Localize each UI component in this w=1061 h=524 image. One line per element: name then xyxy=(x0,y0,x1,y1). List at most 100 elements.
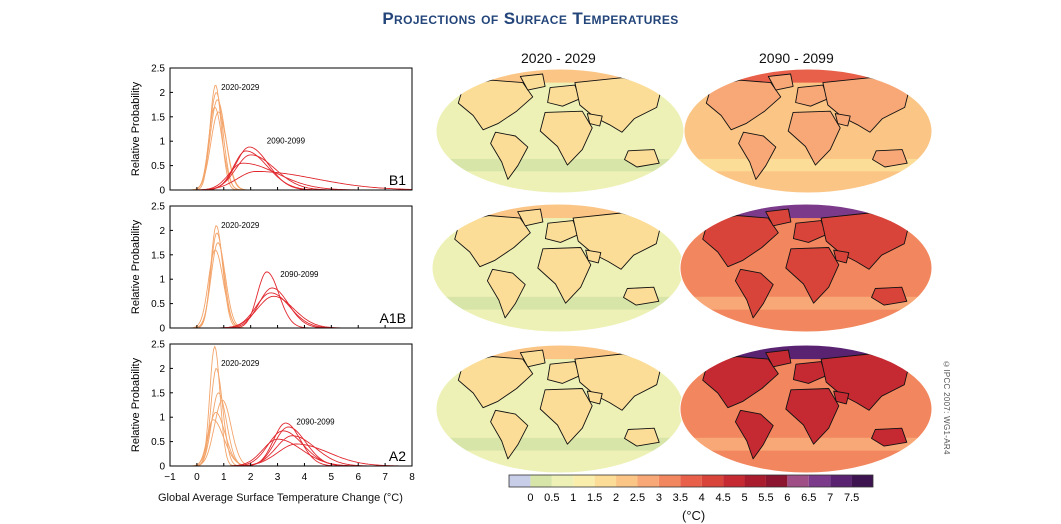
y-tick-label: 2 xyxy=(159,364,165,375)
map-a2-2090 xyxy=(679,344,933,474)
colorbar-swatch xyxy=(573,475,595,487)
x-tick-label: 8 xyxy=(409,472,415,483)
colorbar-swatch xyxy=(851,475,873,487)
y-tick-label: 2.5 xyxy=(151,202,165,213)
y-tick-label: 1 xyxy=(159,413,165,424)
map-b1-2020 xyxy=(435,68,685,194)
continent-outline xyxy=(517,208,544,227)
y-axis-label: Relative Probability xyxy=(130,81,142,176)
continent-outline xyxy=(623,286,660,306)
x-tick-label: 7 xyxy=(382,472,388,483)
continent-outline xyxy=(486,268,526,319)
plot-frame xyxy=(169,67,413,191)
colorbar-swatch xyxy=(530,475,552,487)
pdf-curve xyxy=(170,171,412,191)
y-tick-label: 2.5 xyxy=(151,340,165,351)
colorbar-swatch xyxy=(658,475,681,487)
map-a2-2020 xyxy=(435,344,685,474)
continent-outline xyxy=(871,286,908,306)
colorbar-tick-label: 1.5 xyxy=(587,492,602,504)
y-tick-label: 2 xyxy=(159,226,165,237)
continent-outline xyxy=(547,84,581,107)
continent-outline xyxy=(586,113,603,127)
southern-ocean-band xyxy=(680,296,932,310)
continent-outline xyxy=(834,113,851,127)
continent-outline xyxy=(539,388,593,445)
y-tick-label: 1 xyxy=(159,275,165,286)
y-tick-label: 0.5 xyxy=(151,437,165,448)
x-tick-label: 0 xyxy=(194,472,200,483)
y-tick-label: 0 xyxy=(159,324,165,335)
southern-ocean-band xyxy=(436,437,684,451)
y-axis-label: Relative Probability xyxy=(130,357,142,452)
continent-outline xyxy=(585,249,602,264)
map-border xyxy=(679,344,933,474)
period-label: 2020-2029 xyxy=(221,83,260,92)
y-tick-label: 0.5 xyxy=(151,161,165,172)
period-label: 2090-2099 xyxy=(280,270,319,279)
map-a1b-2020 xyxy=(431,203,685,333)
continent-outline xyxy=(457,356,534,409)
y-tick-label: 0.5 xyxy=(151,299,165,310)
map-border xyxy=(683,68,933,194)
colorbar-tick-label: 3 xyxy=(656,492,662,504)
colorbar-tick-label: 0.5 xyxy=(544,492,559,504)
x-tick-label: 3 xyxy=(275,472,281,483)
period-label: 2090-2099 xyxy=(296,418,335,427)
period-label: 2020-2029 xyxy=(221,359,260,368)
colorbar-tick-label: 4.5 xyxy=(715,492,730,504)
continent-outline xyxy=(544,220,579,243)
continent-outline xyxy=(734,409,774,460)
colorbar-swatch xyxy=(637,475,659,487)
continent-outline xyxy=(871,427,908,447)
map-border xyxy=(679,203,933,333)
colorbar-tick-label: 7.5 xyxy=(844,492,859,504)
page-title: Projections of Surface Temperatures xyxy=(382,9,679,28)
column-header-2020: 2020 - 2029 xyxy=(521,50,596,66)
continent-outline xyxy=(702,356,779,409)
x-tick-label: −1 xyxy=(164,472,176,483)
continent-outline xyxy=(765,208,792,227)
y-tick-label: 2 xyxy=(159,88,165,99)
continent-outline xyxy=(519,349,546,368)
column-header-2090: 2090 - 2099 xyxy=(759,50,834,66)
colorbar-swatch xyxy=(744,475,766,487)
continent-outline xyxy=(624,149,660,168)
y-tick-label: 0 xyxy=(159,462,165,473)
y-tick-label: 1 xyxy=(159,137,165,148)
colorbar-swatch xyxy=(830,475,852,487)
continent-outline xyxy=(586,390,603,405)
southern-ocean-band xyxy=(680,437,932,451)
continent-outline xyxy=(454,215,531,268)
y-tick-label: 2.5 xyxy=(151,64,165,75)
continent-outline xyxy=(767,73,794,91)
continent-outline xyxy=(490,131,529,180)
colorbar-tick-label: 2.5 xyxy=(630,492,645,504)
continent-outline xyxy=(872,149,908,168)
colorbar-swatch xyxy=(509,475,531,487)
y-tick-label: 0 xyxy=(159,186,165,197)
continent-outline xyxy=(547,361,581,384)
x-axis-label: Global Average Surface Temperature Chang… xyxy=(158,492,403,504)
southern-ocean-band xyxy=(684,158,932,172)
y-axis-label: Relative Probability xyxy=(130,219,142,314)
continent-outline xyxy=(792,361,827,384)
x-tick-label: 5 xyxy=(329,472,335,483)
period-label: 2090-2099 xyxy=(267,137,306,146)
colorbar-swatch xyxy=(680,475,702,487)
continent-outline xyxy=(765,349,792,368)
continent-outline xyxy=(624,427,660,447)
x-tick-label: 6 xyxy=(355,472,361,483)
colorbar-tick-label: 0 xyxy=(527,492,533,504)
y-tick-label: 1.5 xyxy=(151,112,165,123)
continent-outline xyxy=(705,79,782,131)
colorbar-swatch xyxy=(723,475,745,487)
colorbar-swatch xyxy=(765,475,788,487)
colorbar-unit: (°C) xyxy=(682,508,706,523)
continent-outline xyxy=(490,409,529,460)
continent-outline xyxy=(833,249,850,264)
scenario-label: A2 xyxy=(389,448,406,464)
colorbar-tick-label: 3.5 xyxy=(673,492,688,504)
continent-outline xyxy=(734,268,774,319)
